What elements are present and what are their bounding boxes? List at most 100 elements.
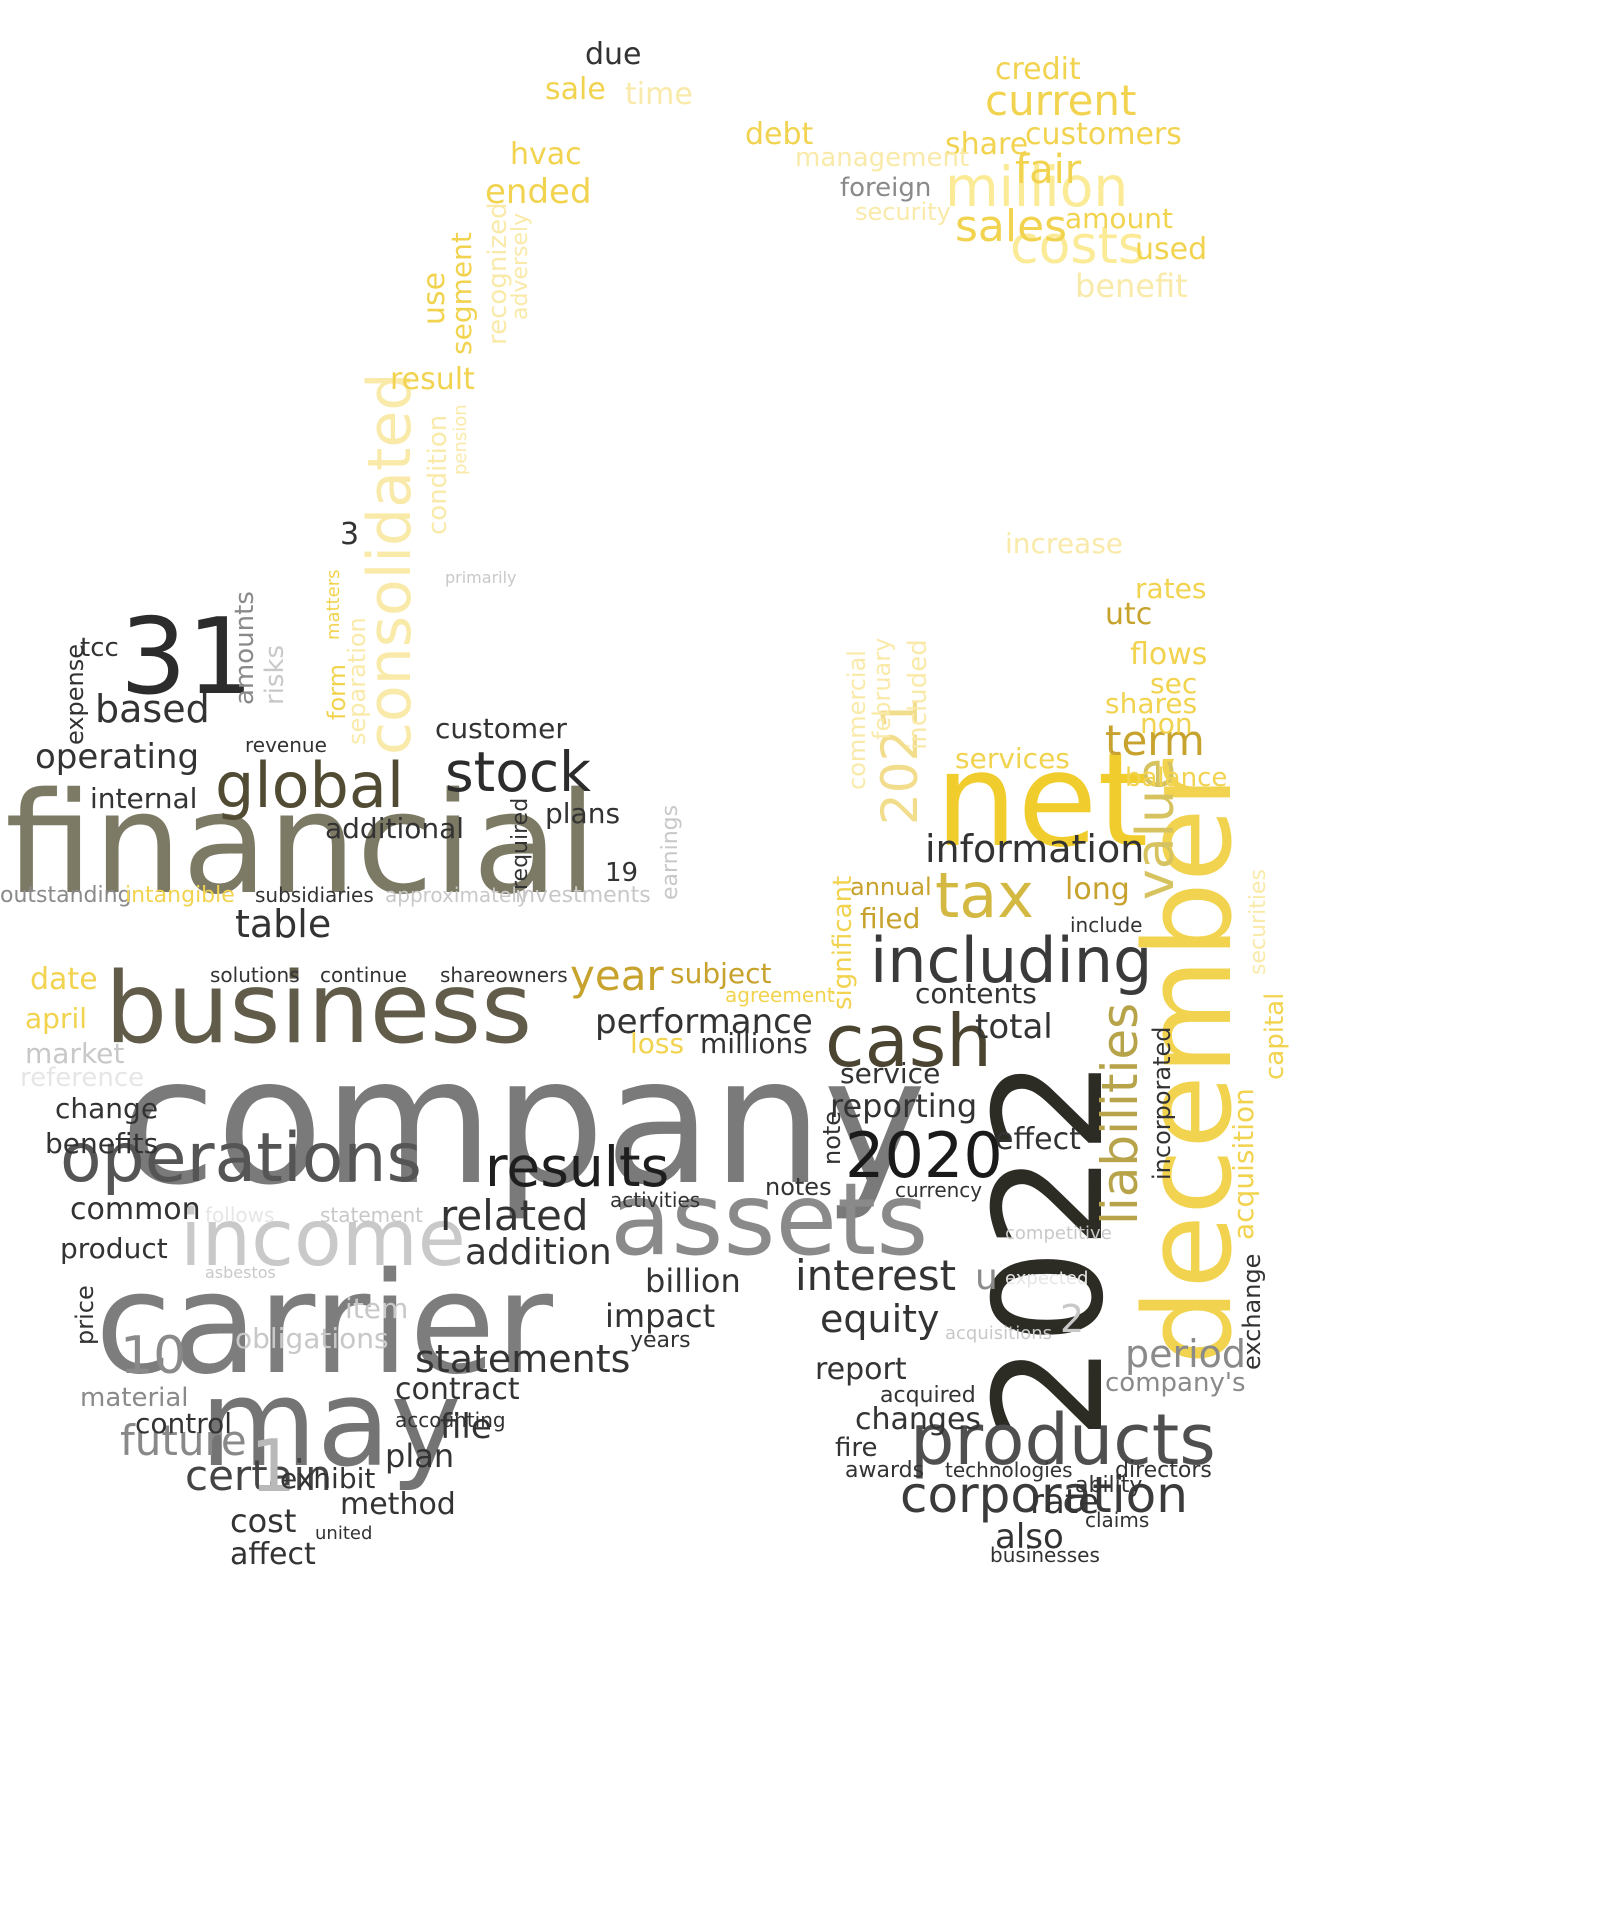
word-changes: changes	[855, 1402, 982, 1437]
word-matters: matters	[323, 569, 344, 640]
word-amounts: amounts	[230, 591, 260, 705]
word-19: 19	[605, 858, 639, 888]
word-file: file	[440, 1407, 492, 1447]
word-billion: billion	[645, 1262, 741, 1300]
word-pension: pension	[450, 404, 471, 475]
word-foreign: foreign	[840, 173, 932, 203]
word-credit: credit	[995, 52, 1081, 87]
word-sales: sales	[955, 201, 1068, 252]
word-securities: securities	[1246, 869, 1271, 975]
word-method: method	[340, 1487, 456, 1522]
word-note: note	[818, 1110, 846, 1165]
word-results: results	[485, 1135, 670, 1199]
word-service: service	[840, 1057, 941, 1090]
word-united: united	[315, 1523, 373, 1544]
word-directors: directors	[1115, 1458, 1212, 1483]
word-include: include	[1070, 913, 1143, 937]
word-expense: expense	[61, 643, 89, 745]
word-utc: utc	[1105, 597, 1153, 632]
word-annual: annual	[850, 873, 932, 901]
word-time: time	[625, 77, 693, 112]
word-loss: loss	[630, 1027, 685, 1060]
word-internal: internal	[90, 782, 198, 815]
word-financial: financial	[5, 763, 597, 926]
word-based: based	[95, 687, 210, 731]
word-stock: stock	[445, 740, 591, 804]
word-acquired: acquired	[880, 1383, 976, 1408]
word-reporting: reporting	[830, 1087, 978, 1125]
word-activities: activities	[610, 1188, 701, 1212]
word-february: february	[868, 637, 896, 740]
word-acquisition: acquisition	[1227, 1088, 1260, 1240]
word-revenue: revenue	[245, 733, 327, 757]
word-contract: contract	[395, 1372, 520, 1407]
word-term: term	[1105, 716, 1205, 765]
word-risks: risks	[260, 644, 290, 705]
word-security: security	[855, 198, 951, 226]
word-product: product	[60, 1232, 168, 1265]
word-investments: investments	[515, 883, 651, 908]
word-operating: operating	[35, 737, 200, 777]
word-fire: fire	[835, 1433, 878, 1463]
word-subsidiaries: subsidiaries	[255, 883, 374, 907]
word-used: used	[1135, 232, 1208, 267]
word-rate: rate	[1030, 1482, 1100, 1522]
word-customers: customers	[1025, 117, 1182, 152]
word-april: april	[25, 1002, 88, 1035]
word-benefit: benefit	[1075, 267, 1188, 305]
word-balance: balance	[1125, 763, 1228, 793]
word-current: current	[985, 76, 1137, 125]
word-2020: 2020	[845, 1119, 1003, 1192]
word-earnings: earnings	[658, 804, 683, 900]
word-acquisitions: acquisitions	[945, 1323, 1052, 1344]
word-cash: cash	[825, 999, 992, 1083]
word-statement: statement	[320, 1203, 423, 1227]
word-assets: assets	[610, 1161, 929, 1278]
word-ability: ability	[1075, 1473, 1143, 1498]
word-market: market	[25, 1037, 125, 1070]
word-accounting: accounting	[395, 1408, 506, 1432]
word-table: table	[235, 902, 332, 946]
word-rates: rates	[1135, 572, 1207, 605]
word-total: total	[975, 1007, 1053, 1047]
word-business: business	[105, 952, 533, 1066]
word-claims: claims	[1085, 1508, 1150, 1532]
word-costs: costs	[1010, 216, 1145, 276]
word-shares: shares	[1105, 687, 1198, 720]
word-benefits: benefits	[45, 1127, 159, 1160]
word-certain: certain	[185, 1451, 332, 1500]
word-asbestos: asbestos	[205, 1263, 276, 1282]
word-operations: operations	[60, 1119, 422, 1198]
word-management: management	[795, 143, 970, 173]
word-2: 2	[1060, 1297, 1085, 1341]
word-effect: effect	[995, 1122, 1081, 1157]
word-plan: plan	[385, 1437, 455, 1475]
word-u: u	[975, 1257, 998, 1298]
word-change: change	[55, 1092, 159, 1125]
word-10: 10	[120, 1326, 187, 1386]
word-also: also	[995, 1517, 1064, 1557]
word-liabilities: liabilities	[1091, 1002, 1149, 1225]
word-capital: capital	[1260, 992, 1290, 1080]
word-fair: fair	[1015, 147, 1082, 193]
word-intangible: intangible	[125, 883, 235, 908]
word-cost: cost	[230, 1502, 297, 1540]
word-solutions: solutions	[210, 963, 300, 987]
word-subject: subject	[670, 957, 772, 990]
word-exchange: exchange	[1238, 1253, 1266, 1370]
word-information: information	[925, 827, 1145, 871]
word-customer: customer	[435, 712, 567, 745]
word-affect: affect	[230, 1537, 316, 1572]
word-plans: plans	[545, 797, 621, 830]
word-due: due	[585, 37, 642, 72]
word-millions: millions	[700, 1027, 808, 1060]
word-million: million	[945, 155, 1129, 219]
word-interest: interest	[795, 1251, 957, 1300]
word-global: global	[215, 749, 405, 822]
word-shareowners: shareowners	[440, 963, 568, 987]
word-year: year	[570, 951, 664, 1000]
word-reference: reference	[20, 1063, 145, 1093]
word-competitive: competitive	[1005, 1223, 1112, 1244]
word-primarily: primarily	[445, 568, 517, 587]
